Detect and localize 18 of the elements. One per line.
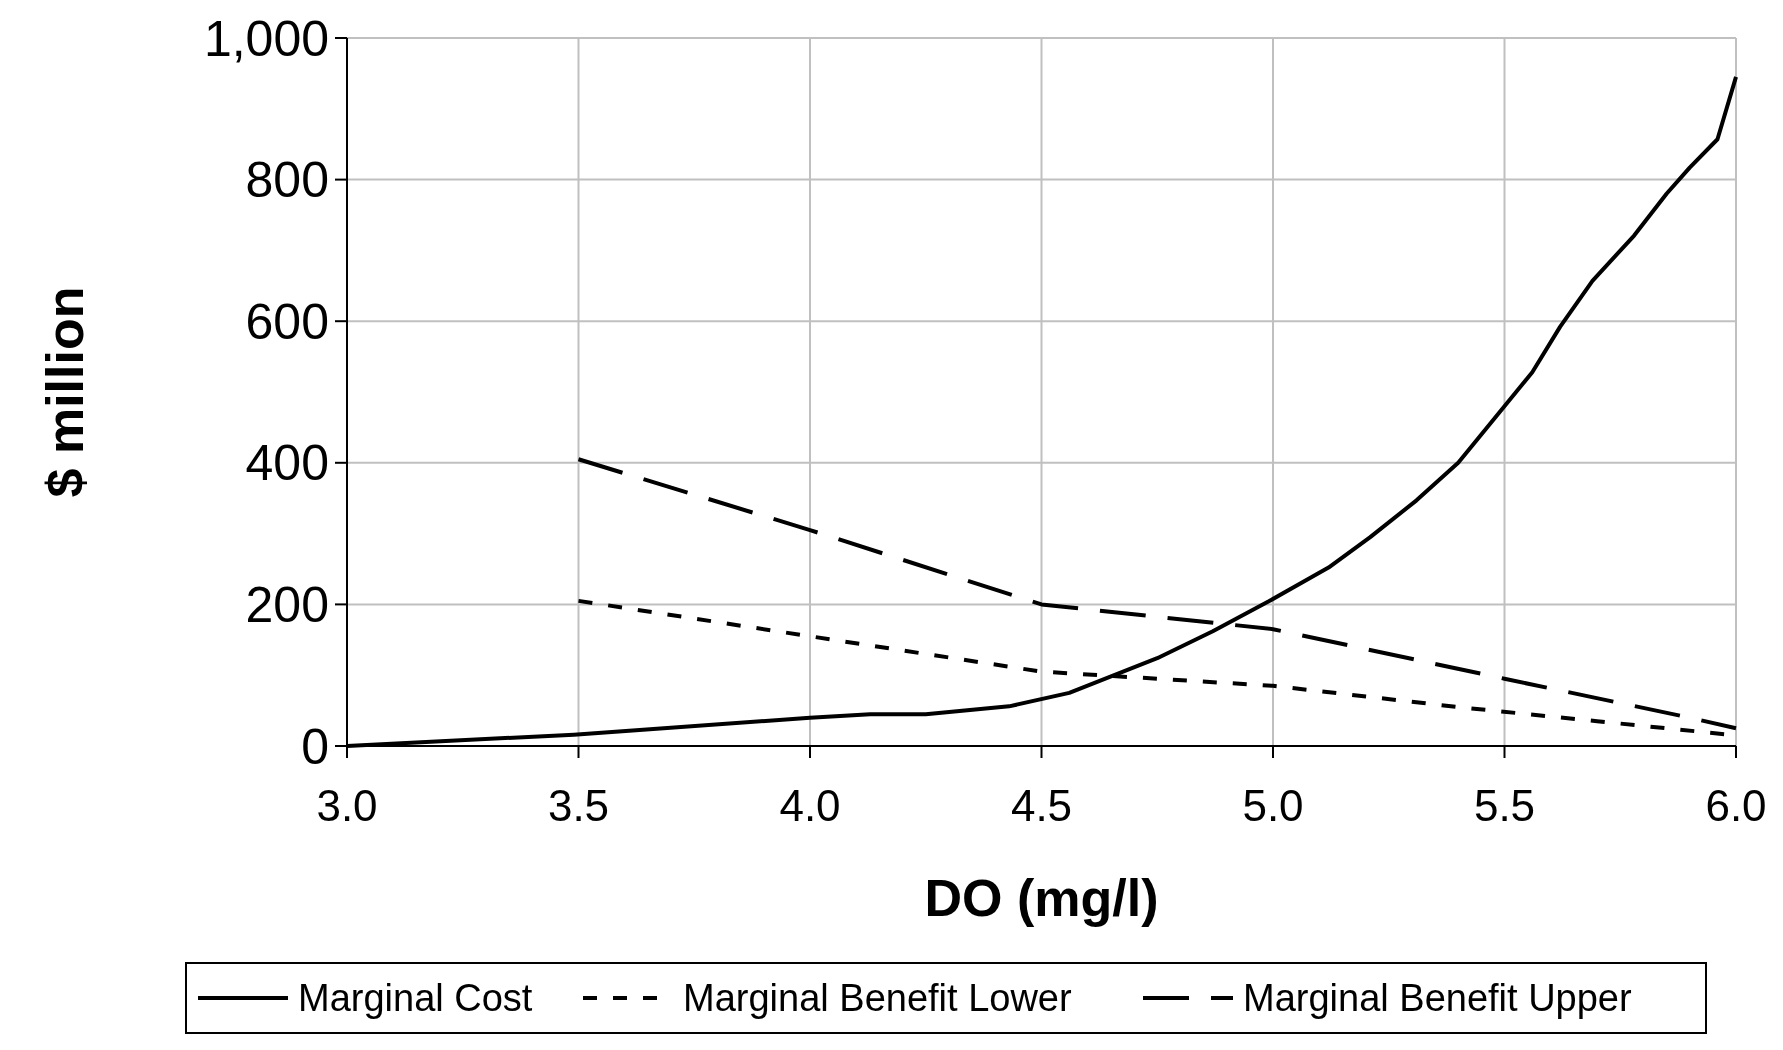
- x-tick-label: 4.0: [779, 781, 841, 830]
- x-axis-title: DO (mg/l): [924, 869, 1159, 927]
- x-tick-label: 3.5: [547, 781, 610, 830]
- legend-label: Marginal Cost: [298, 977, 533, 1019]
- x-tick-label: 5.5: [1473, 781, 1536, 830]
- y-tick-label: 0: [301, 718, 329, 775]
- x-tick-label: 4.5: [1010, 781, 1073, 830]
- x-tick-label: 3.0: [316, 781, 378, 830]
- legend-label: Marginal Benefit Upper: [1243, 977, 1632, 1019]
- legend-label: Marginal Benefit Lower: [683, 977, 1072, 1019]
- y-tick-label: 800: [245, 152, 329, 209]
- y-tick-label: 1,000: [203, 10, 329, 67]
- x-tick-label: 5.0: [1242, 781, 1304, 830]
- x-tick-label: 6.0: [1705, 781, 1767, 830]
- y-tick-label: 600: [245, 293, 329, 350]
- y-axis-title: $ million: [36, 286, 94, 498]
- y-tick-label: 200: [245, 576, 329, 633]
- y-tick-label: 400: [245, 435, 329, 492]
